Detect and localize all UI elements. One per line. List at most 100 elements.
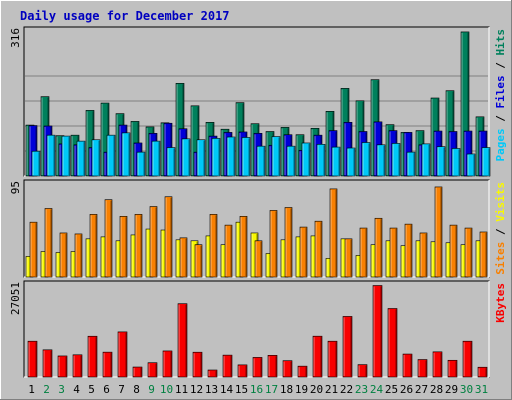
sites-bar (374, 217, 383, 278)
kbytes-bar (177, 303, 188, 378)
sites-bar (284, 207, 293, 278)
day-label: 22 (340, 383, 353, 396)
kbytes-bar (87, 335, 98, 378)
day-label: 25 (385, 383, 398, 396)
kbytes-bar (252, 357, 263, 378)
kbytes-bar (447, 359, 458, 378)
chart-title: Daily usage for December 2017 (20, 9, 230, 23)
day-label: 19 (295, 383, 308, 396)
sites-bar (119, 216, 128, 278)
day-label: 14 (220, 383, 234, 396)
pages-bar (196, 139, 206, 177)
pages-bar (316, 144, 326, 177)
pages-bar (391, 143, 401, 177)
sites-bar (134, 214, 143, 278)
sites-bar (254, 240, 263, 278)
panel-middle: 95 Sites / Visits (9, 179, 507, 278)
panel-bottom-max-label: 27051 (9, 282, 22, 315)
sites-bar (104, 199, 113, 278)
sites-bar (434, 186, 443, 278)
sites-bar (299, 226, 308, 278)
pages-bar (361, 142, 371, 177)
pages-bar (331, 146, 341, 177)
kbytes-bar (102, 351, 113, 378)
sites-bar (479, 231, 488, 278)
day-label: 13 (205, 383, 218, 396)
kbytes-bar (267, 355, 278, 378)
pages-bar (121, 132, 131, 177)
kbytes-bar (417, 359, 428, 378)
pages-bar (46, 134, 56, 177)
pages-bar (76, 140, 86, 177)
kbytes-bar (357, 364, 368, 378)
sites-bar (419, 232, 428, 278)
panel-top-max-label: 316 (9, 28, 22, 48)
pages-bar (451, 148, 461, 177)
sites-bar (179, 237, 188, 278)
kbytes-bar (147, 362, 158, 378)
kbytes-bar (42, 349, 53, 378)
day-label: 31 (475, 383, 488, 396)
x-axis-day-labels: 1 2 3 4 5 6 7 8 9 10 11 12 13 14 15 16 17 18 19 20 21 22 23 24 2… (28, 383, 488, 396)
kbytes-bar (462, 340, 473, 378)
pages-bar (241, 137, 251, 177)
kbytes-bar (432, 351, 443, 378)
pages-bar (436, 146, 446, 177)
pages-bar (286, 145, 296, 177)
pages-bar (211, 138, 221, 177)
day-label: 26 (400, 383, 413, 396)
pages-bar (376, 144, 386, 177)
pages-bar (466, 153, 476, 177)
day-label: 10 (160, 383, 173, 396)
day-label: 2 (43, 383, 50, 396)
panel-top-legend: Pages / Files / Hits (494, 29, 507, 162)
pages-bar (61, 135, 71, 177)
day-label: 11 (175, 383, 188, 396)
sites-bar (59, 232, 68, 278)
pages-bar (91, 139, 101, 177)
day-label: 8 (133, 383, 140, 396)
kbytes-bar (222, 354, 233, 378)
kbytes-bar (237, 364, 248, 378)
sites-bar (44, 208, 53, 278)
kbytes-bar (72, 354, 83, 378)
day-label: 5 (88, 383, 95, 396)
panel-bottom: 27051 KBytes (9, 280, 507, 378)
pages-bar (226, 136, 236, 177)
day-label: 6 (103, 383, 110, 396)
kbytes-bar (297, 365, 308, 378)
pages-bar (166, 147, 176, 177)
sites-bar (209, 214, 218, 278)
pages-bar (346, 147, 356, 177)
sites-bar (74, 233, 83, 278)
sites-bar (29, 221, 38, 278)
day-label: 20 (310, 383, 323, 396)
panel-top: 316 Pages / Files / Hits (9, 26, 507, 177)
pages-bar (481, 147, 491, 177)
kbytes-bar (402, 353, 413, 378)
day-label: 29 (445, 383, 458, 396)
day-label: 28 (430, 383, 443, 396)
kbytes-bar (372, 285, 383, 378)
sites-bar (194, 244, 203, 278)
kbytes-bar (327, 340, 338, 378)
kbytes-bar (207, 369, 218, 378)
pages-bar (31, 150, 41, 177)
pages-bar (406, 151, 416, 177)
kbytes-bar (342, 316, 353, 378)
day-label: 9 (148, 383, 155, 396)
sites-bar (149, 206, 158, 278)
day-label: 15 (235, 383, 248, 396)
day-label: 17 (265, 383, 278, 396)
kbytes-bar (132, 366, 143, 378)
sites-bar (239, 216, 248, 278)
sites-bar (344, 238, 353, 278)
pages-bar (271, 136, 281, 177)
sites-bar (449, 224, 458, 278)
day-label: 3 (58, 383, 65, 396)
sites-bar (269, 210, 278, 278)
pages-bar (301, 142, 311, 177)
chart-panels: 316 Pages / Files / Hits 95 Sites / Visits 2… (9, 26, 507, 378)
sites-bar (329, 188, 338, 278)
